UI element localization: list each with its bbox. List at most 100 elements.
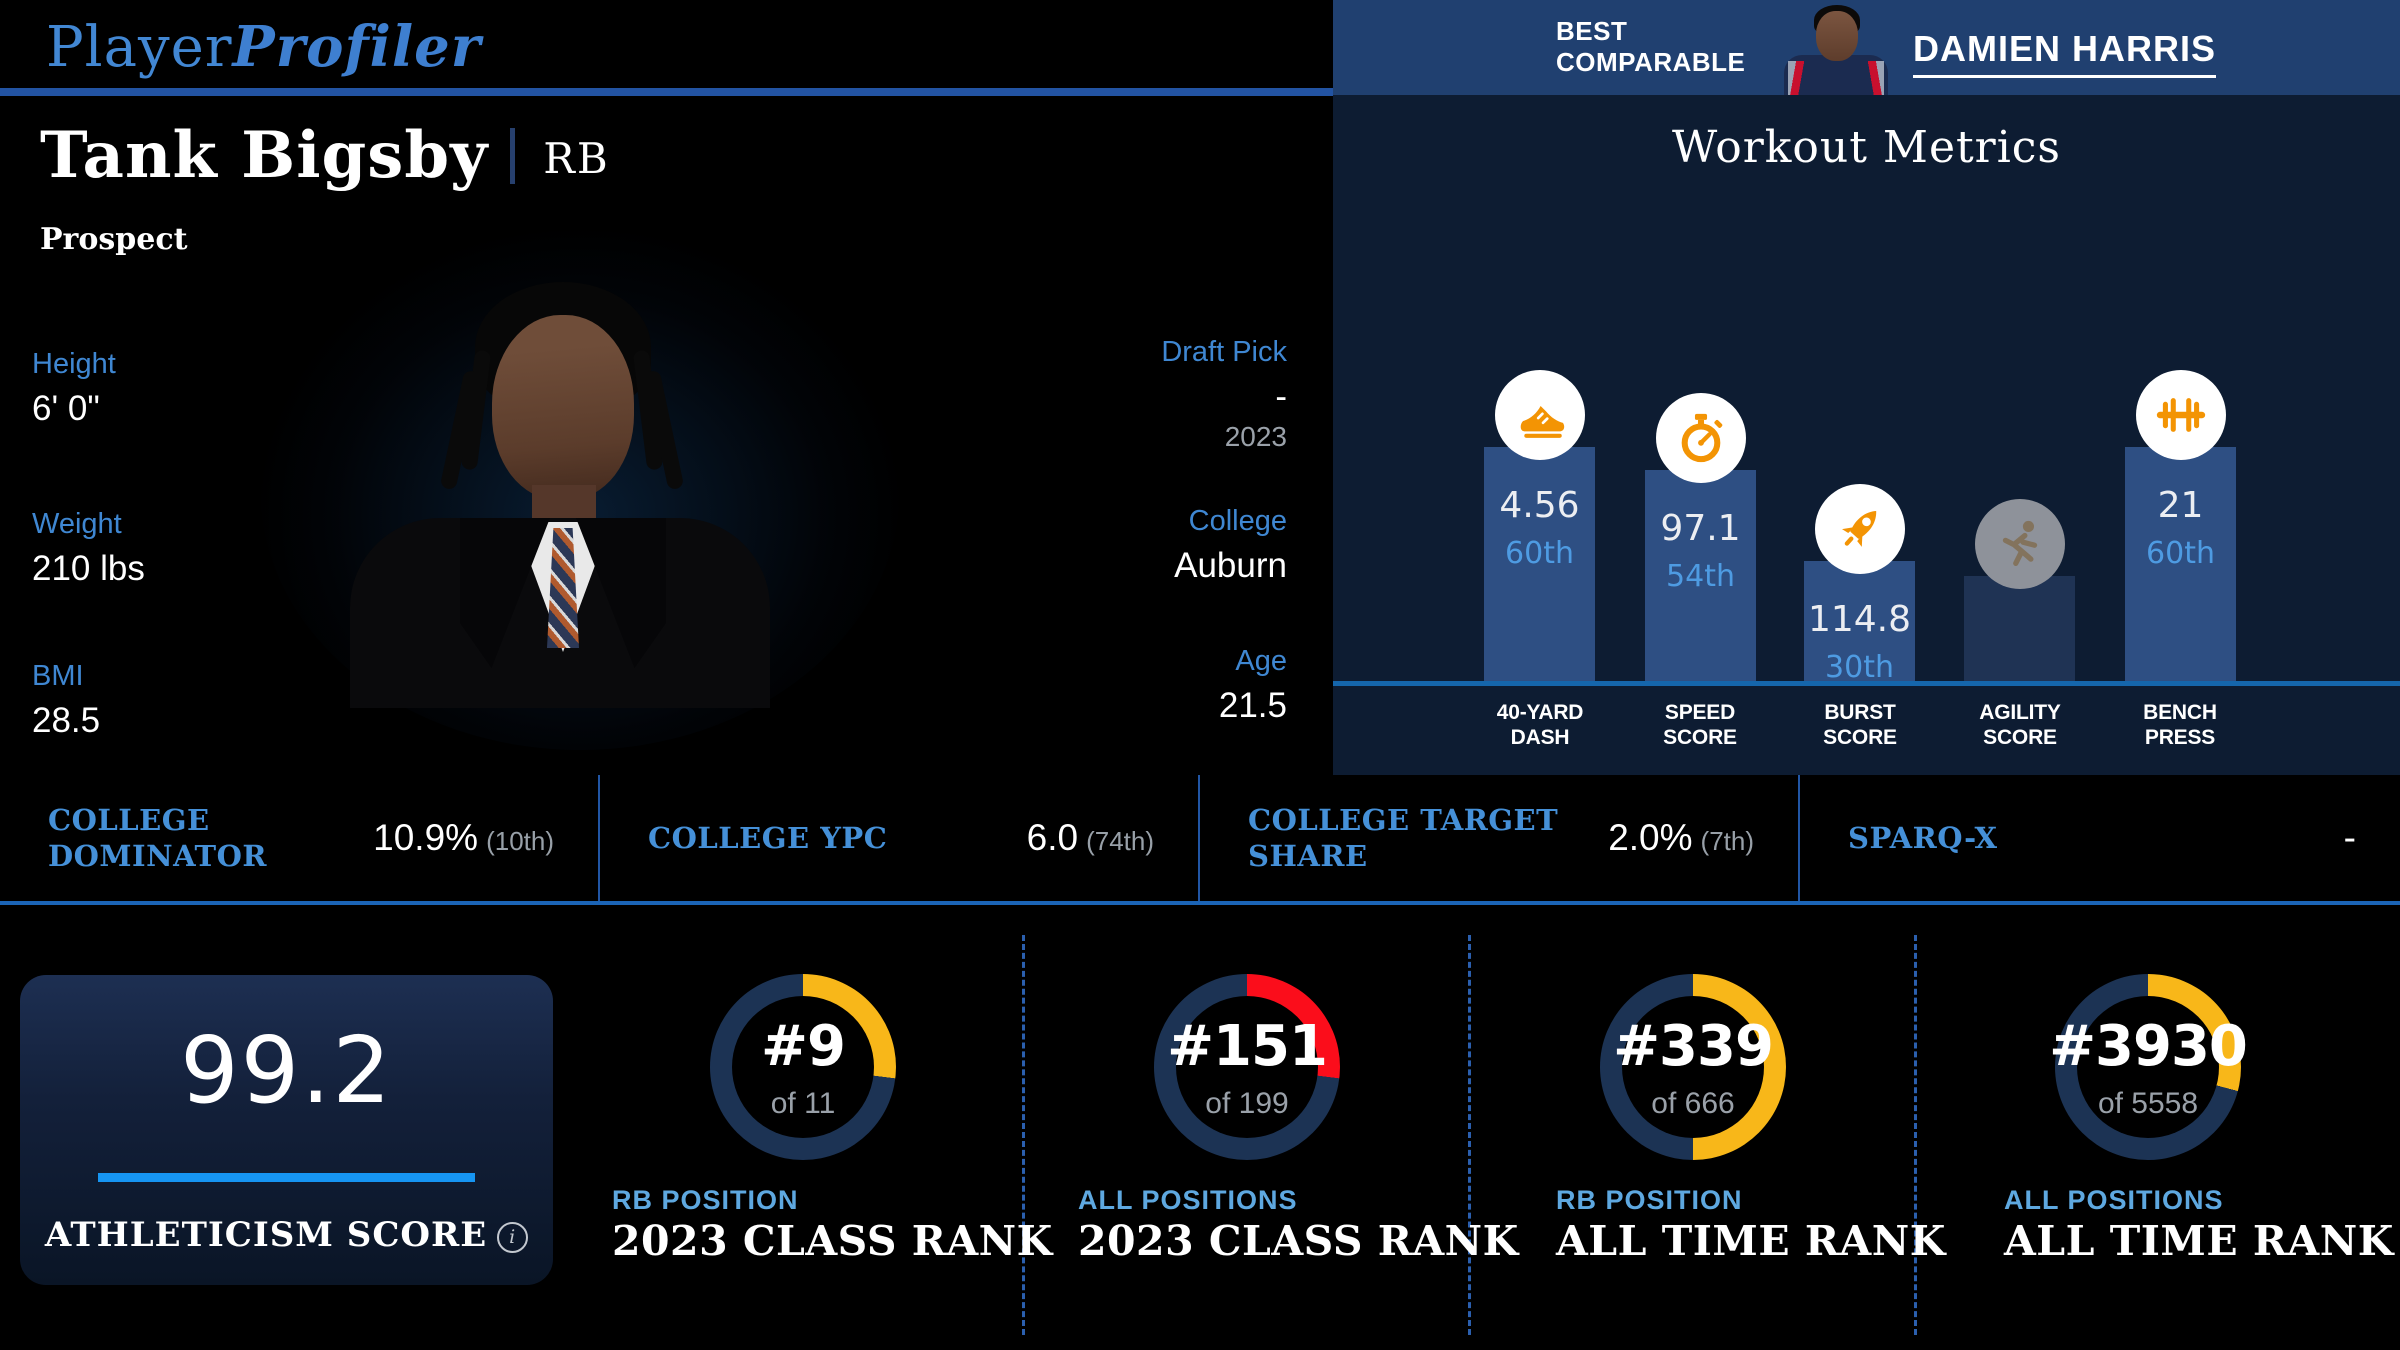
speed-percentile: 54th [1666, 559, 1735, 594]
player-name: Tank Bigsby [40, 118, 489, 193]
avatar-head [1816, 11, 1858, 61]
rank-total: of 11 [770, 1086, 836, 1120]
best-comparable-bar: BEST COMPARABLE DAMIEN HARRIS [1333, 0, 2400, 95]
label-line: 40-YARD [1496, 701, 1584, 724]
bio-weight: Weight 210 lbs [32, 508, 145, 589]
bio-height: Height 6' 0" [32, 348, 116, 429]
rank-value: #9 [761, 1013, 846, 1079]
rank-gauge-class-all: #151 of 199 [1154, 974, 1340, 1160]
player-status: Prospect [40, 222, 188, 257]
bio-draft-pick: Draft Pick - 2023 [1027, 336, 1287, 453]
rocket-icon [1814, 484, 1905, 574]
stopwatch-icon [1655, 393, 1746, 483]
bio-draft-year: 2023 [1224, 421, 1287, 452]
bio-height-label: Height [32, 348, 116, 380]
college-dominator-percentile: (10th) [486, 826, 554, 856]
bio-age-value: 21.5 [1218, 686, 1287, 725]
bio-bmi: BMI 28.5 [32, 660, 100, 741]
bio-college-value: Auburn [1174, 546, 1287, 585]
bio-age-label: Age [1235, 645, 1287, 677]
bench-value: 21 [2157, 485, 2204, 526]
college-dominator-value: 10.9% [373, 817, 479, 858]
burst-percentile: 30th [1825, 650, 1894, 685]
bio-height-value: 6' 0" [32, 389, 100, 428]
college-dominator-label: COLLEGE DOMINATOR [48, 802, 267, 873]
athleticism-score-text: ATHLETICISM SCORE [44, 1215, 488, 1255]
best-comparable-line2: COMPARABLE [1556, 46, 1746, 77]
label-line: SPEED [1664, 701, 1736, 724]
label-line: DASH [1510, 726, 1570, 750]
sparq-x-cell: SPARQ-X - [1800, 775, 2400, 901]
label-line: SCORE [1663, 726, 1737, 750]
label-line: AGILITY [1979, 701, 2061, 724]
rank-divider [1914, 935, 1917, 1335]
athleticism-score-label: ATHLETICISM SCORE i [20, 1215, 553, 1255]
college-stats-row: COLLEGE DOMINATOR 10.9% (10th) COLLEGE YP… [0, 775, 2400, 905]
avatar-jersey-stripe [1862, 61, 1884, 95]
bench-percentile: 60th [2146, 536, 2215, 571]
name-position-divider [510, 127, 516, 184]
best-comparable-line1: BEST [1556, 16, 1628, 46]
bar-40-yard-dash: 4.56 60th [1484, 447, 1595, 681]
college-target-share-value: 2.0% [1608, 817, 1693, 858]
bio-bmi-value: 28.5 [32, 701, 101, 740]
rankings-section: 99.2 ATHLETICISM SCORE i #9 of 11 RB POSI… [0, 905, 2400, 1350]
college-dominator-cell: COLLEGE DOMINATOR 10.9% (10th) [0, 775, 600, 901]
rank-title: 2023 CLASS RANK [612, 1217, 1053, 1265]
dumbbell-icon [2135, 370, 2226, 460]
logo-text-bold: Profiler [232, 14, 482, 80]
rank-total: of 199 [1205, 1086, 1289, 1120]
info-icon[interactable]: i [497, 1222, 529, 1253]
player-summary-panel: PlayerProfiler Tank Bigsby RB Prospect H… [0, 0, 1333, 775]
bio-weight-value: 210 lbs [32, 549, 145, 588]
player-photo [340, 260, 780, 708]
bar-agility-score [1964, 576, 2075, 681]
header-divider [0, 88, 1333, 96]
bio-draft-pick-label: Draft Pick [1161, 336, 1287, 368]
rank-value: #339 [1613, 1013, 1774, 1079]
bio-weight-label: Weight [32, 508, 122, 540]
label-line: SCORE [1983, 726, 2057, 750]
rank-value: #151 [1167, 1013, 1328, 1079]
bio-college: College Auburn [1027, 505, 1287, 586]
bio-draft-pick-value: - [1275, 377, 1287, 416]
athleticism-score-underline [98, 1173, 475, 1182]
college-ypc-percentile: (74th) [1086, 826, 1154, 856]
shoe-icon [1494, 370, 1585, 460]
comparable-player-avatar [1780, 3, 1892, 95]
forty-value: 4.56 [1499, 485, 1580, 526]
avatar-jersey-stripe [1788, 61, 1810, 95]
bar-burst-score: 114.8 30th [1804, 561, 1915, 685]
burst-value: 114.8 [1807, 599, 1912, 640]
label-40-yard-dash: 40-YARD DASH [1440, 700, 1640, 750]
rank-total: of 666 [1651, 1086, 1735, 1120]
speed-value: 97.1 [1660, 508, 1741, 549]
forty-percentile: 60th [1505, 536, 1574, 571]
best-comparable-label: BEST COMPARABLE [1556, 16, 1745, 77]
playerprofiler-logo[interactable]: PlayerProfiler [46, 14, 481, 80]
comparable-player-link[interactable]: DAMIEN HARRIS [1913, 28, 2217, 78]
bio-college-label: College [1188, 505, 1287, 537]
athleticism-score-card: 99.2 ATHLETICISM SCORE i [20, 975, 553, 1285]
college-ypc-cell: COLLEGE YPC 6.0 (74th) [600, 775, 1200, 901]
college-ypc-value: 6.0 [1026, 817, 1079, 858]
bar-speed-score: 97.1 54th [1645, 470, 1756, 681]
bar-bench-press: 21 60th [2125, 447, 2236, 681]
player-photo-head [492, 315, 634, 500]
rank-gauge-class-rb: #9 of 11 [710, 974, 896, 1160]
rank-value: #3930 [2049, 1013, 2248, 1079]
rank-gauge-alltime-rb: #339 of 666 [1600, 974, 1786, 1160]
bio-age: Age 21.5 [1027, 645, 1287, 726]
logo-text-regular: Player [46, 15, 233, 80]
rank-scope: RB POSITION [1556, 1185, 1743, 1215]
rank-divider [1022, 935, 1025, 1335]
label-line: BENCH [2143, 701, 2217, 724]
college-target-share-cell: COLLEGE TARGET SHARE 2.0% (7th) [1200, 775, 1800, 901]
college-target-share-percentile: (7th) [1700, 826, 1754, 856]
rank-divider [1468, 935, 1471, 1335]
label-line: BURST [1824, 701, 1896, 724]
rank-total: of 5558 [2097, 1086, 2199, 1120]
sparq-x-label: SPARQ-X [1848, 820, 1998, 855]
college-target-share-label: COLLEGE TARGET SHARE [1248, 802, 1559, 873]
